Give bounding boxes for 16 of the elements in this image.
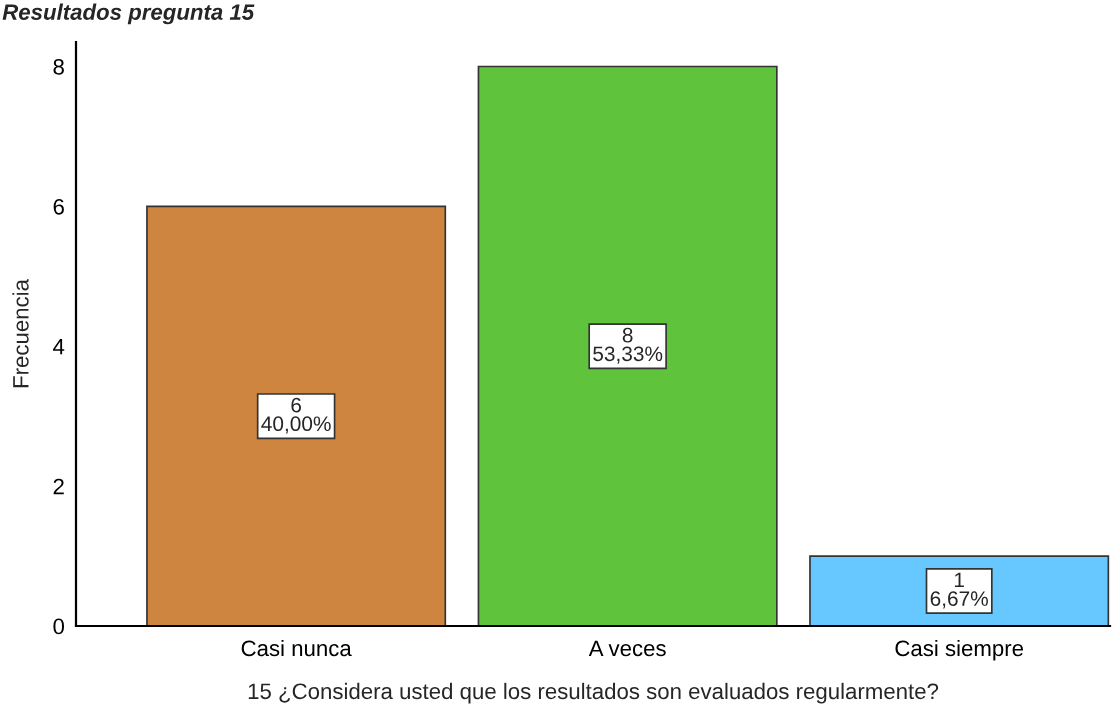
y-tick-label: 2 (53, 478, 64, 495)
bar (477, 65, 778, 626)
x-axis-title: 15 ¿Considera usted que los resultados son evaluados regularmente? (248, 682, 939, 704)
y-tick-label: 6 (53, 198, 64, 215)
y-axis-title: Frecuencia (12, 279, 29, 388)
x-tick-label: Casi nunca (241, 639, 352, 657)
y-tick-label: 4 (53, 339, 65, 355)
x-tick-label: Casi siempre (895, 639, 1024, 661)
x-tick-label: A veces (588, 640, 666, 657)
y-tick-label: 8 (53, 59, 64, 75)
y-tick-label: 0 (53, 618, 65, 635)
bar (146, 205, 447, 626)
chart-title: Resultados pregunta 15 (2, 3, 255, 25)
data-label: 1 6,67% (930, 572, 988, 609)
data-label: 8 53,33% (593, 327, 663, 364)
data-label: 6 40,00% (261, 397, 331, 434)
